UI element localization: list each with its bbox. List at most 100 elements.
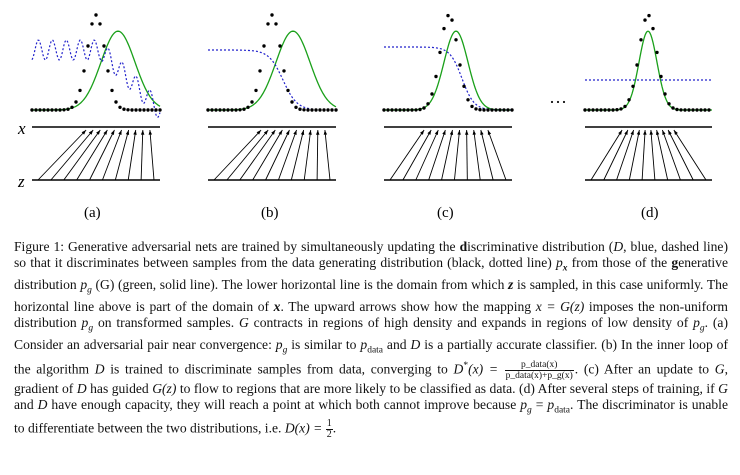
generator-curve-b [208,30,337,111]
mapping-arrowhead-b [285,130,290,135]
data-dot-b [210,108,214,112]
data-dot-c [442,26,446,31]
data-dot-a [154,108,158,112]
data-dot-b [254,88,258,93]
mapping-arrowhead-c [465,130,469,135]
data-dot-c [394,108,398,112]
mapping-arrowhead-a [133,130,137,135]
data-dot-a [38,108,42,112]
data-dot-c [466,98,470,102]
data-dot-d [663,92,667,96]
mapping-arrow-b [265,129,290,181]
data-dot-a [130,108,134,112]
mapping-arrow-b [239,129,276,181]
data-dot-a [142,108,146,112]
data-dot-b [334,108,338,112]
data-dot-a [90,22,94,26]
data-dot-a [42,108,46,112]
data-dot-c [438,50,442,55]
data-dot-d [635,63,639,67]
mapping-arrow-b [290,129,305,181]
data-dot-d [659,74,663,79]
data-dot-d [675,107,679,112]
data-dot-c [390,108,394,112]
data-dot-a [54,108,58,112]
mapping-arrow-b [226,129,269,181]
mapping-arrowhead-d [643,130,647,135]
data-dot-a [126,108,130,112]
mapping-arrow-c [487,129,507,181]
mapping-arrow-c [473,129,481,181]
data-dot-b [326,108,330,112]
data-dot-a [98,22,102,26]
discriminator-curve-c [384,46,512,111]
data-dot-b [250,100,254,104]
data-dot-c [482,108,486,112]
data-dot-c [422,106,426,110]
mapping-arrow-d [641,129,646,181]
mapping-arrowhead-b [316,130,320,135]
mapping-arrowhead-b [256,130,262,135]
generator-curve-d [585,30,712,111]
data-dot-c [478,108,482,112]
data-dot-b [230,108,234,112]
data-dot-a [74,100,78,104]
mapping-arrow-d [590,129,623,181]
data-dot-a [94,13,98,17]
data-dot-b [258,69,262,73]
data-dot-a [78,88,82,93]
data-dot-a [114,100,118,104]
mapping-arrowhead-b [323,130,328,135]
data-dot-c [418,107,422,112]
data-dot-d [647,13,651,18]
data-dot-b [278,44,282,48]
mapping-arrowhead-a [110,130,115,135]
data-dot-c [402,108,406,112]
data-dot-d [631,84,635,89]
mapping-arrow-a [76,129,108,181]
mapping-arrow-a [37,129,87,181]
data-dot-c [398,108,402,112]
data-dot-d [695,108,699,112]
data-dot-d [655,50,659,55]
data-dot-c [470,104,474,109]
figure-panels [30,13,712,181]
data-dot-d [707,108,711,112]
mapping-arrowhead-c [420,130,425,135]
data-dot-a [106,69,110,73]
gan-figure: x z ··· (a) (b) (c) (d) [17,13,712,221]
panel-label-d: (d) [641,205,659,221]
mapping-arrowhead-c [442,130,446,135]
data-dot-b [306,108,310,112]
ellipsis-dots: ··· [549,92,567,112]
mapping-arrow-c [389,129,425,181]
mapping-arrow-b [213,129,262,181]
data-dot-c [506,108,510,112]
mapping-arrow-c [466,129,468,181]
mapping-arrow-a [102,129,122,181]
panel-label-b: (b) [261,205,279,221]
data-dot-c [454,38,458,42]
data-dot-a [102,44,106,48]
data-dot-b [314,108,318,112]
data-dot-a [66,107,70,111]
data-dot-b [270,13,274,17]
data-dot-a [110,88,114,93]
mapping-arrow-c [428,129,446,181]
data-dot-b [222,108,226,112]
data-dot-b [266,22,270,26]
data-dot-c [490,108,494,112]
caption-text: Figure 1: Generative adversarial nets ar… [14,239,728,441]
mapping-arrowhead-d [618,130,623,135]
data-dot-c [386,108,390,112]
data-dot-a [70,105,74,110]
mapping-arrow-a [149,129,155,181]
mapping-arrowhead-c [427,130,432,135]
data-dot-c [462,84,466,89]
data-dot-a [46,108,50,112]
mapping-arrowhead-d [636,130,641,135]
data-dot-c [502,108,506,112]
mapping-arrow-d [673,129,707,181]
mapping-arrowhead-d [662,130,666,135]
